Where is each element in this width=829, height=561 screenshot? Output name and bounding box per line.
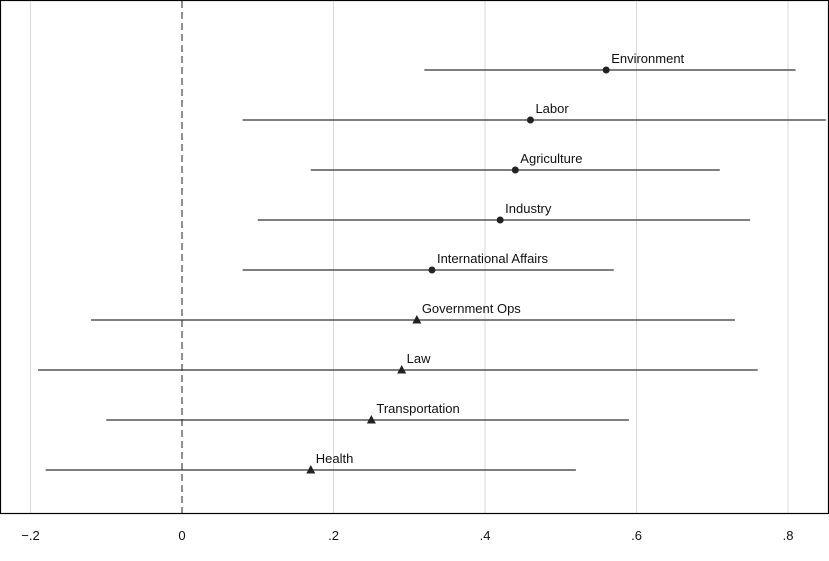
estimate-marker-government-ops xyxy=(412,315,422,324)
category-label-health: Health xyxy=(316,451,354,466)
category-label-transportation: Transportation xyxy=(376,401,459,416)
x-tick-label: −.2 xyxy=(21,528,39,543)
estimate-marker-law xyxy=(397,365,407,374)
x-tick-layer: −.2 0 .2 .4 .6 .8 xyxy=(21,528,793,543)
estimate-marker-transportation xyxy=(366,415,376,424)
x-tick-label: .4 xyxy=(480,528,491,543)
plot-frame xyxy=(0,0,829,515)
x-tick-label: .8 xyxy=(783,528,794,543)
category-label-industry: Industry xyxy=(505,201,552,216)
estimate-marker-labor xyxy=(526,116,534,124)
estimate-marker-agriculture xyxy=(511,166,519,174)
category-label-layer: Environment Labor Agriculture Industry Inter… xyxy=(316,51,685,466)
category-label-labor: Labor xyxy=(535,101,569,116)
x-tick-label: .2 xyxy=(328,528,339,543)
estimate-marker-international-affairs xyxy=(428,266,436,274)
category-label-environment: Environment xyxy=(611,51,684,66)
estimate-marker-environment xyxy=(602,66,610,74)
estimate-marker-industry xyxy=(496,216,504,224)
x-tick-label: .6 xyxy=(631,528,642,543)
x-tick-label: 0 xyxy=(178,528,185,543)
grid-layer xyxy=(30,1,789,513)
category-label-government-ops: Government Ops xyxy=(422,301,521,316)
category-label-agriculture: Agriculture xyxy=(520,151,582,166)
category-label-law: Law xyxy=(407,351,431,366)
estimate-marker-health xyxy=(306,465,316,474)
point-estimate-layer xyxy=(306,66,610,474)
category-label-international-affairs: International Affairs xyxy=(437,251,549,266)
